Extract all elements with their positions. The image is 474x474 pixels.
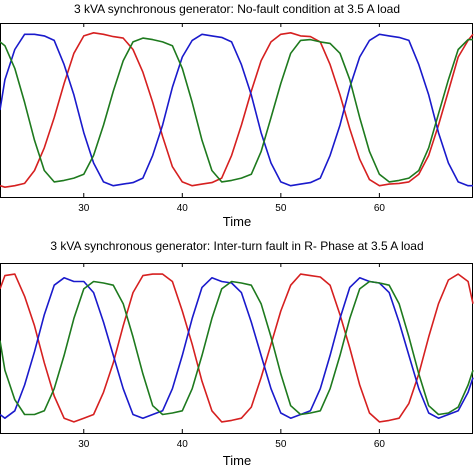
series-line-3 (0, 280, 474, 416)
plot-frame (0, 263, 473, 434)
x-tick-label: 50 (275, 203, 287, 214)
x-axis-label: Time (222, 214, 252, 229)
x-tick-label: 40 (177, 203, 189, 214)
x-tick-label: 40 (177, 439, 189, 450)
x-tick-label: 60 (374, 203, 386, 214)
bottom-chart-panel: 3 kVA synchronous generator: Inter-turn … (0, 237, 474, 474)
x-tick-label: 60 (374, 439, 386, 450)
chart-title: 3 kVA synchronous generator: No-fault co… (74, 2, 400, 16)
x-tick-label: 30 (78, 439, 90, 450)
bottom-plot: 30 40 50 60 (0, 263, 474, 450)
series-line-1 (0, 273, 474, 423)
series-line-2 (0, 33, 473, 187)
x-axis-label: Time (222, 453, 252, 468)
x-tick-label: 50 (275, 439, 287, 450)
chart-title: 3 kVA synchronous generator: Inter-turn … (50, 239, 424, 253)
series-line-2 (0, 276, 474, 419)
series-line-3 (0, 37, 473, 183)
plot-frame (0, 23, 473, 198)
top-chart-panel: 3 kVA synchronous generator: No-fault co… (0, 2, 474, 229)
x-tick-label: 30 (78, 203, 90, 214)
series-line-1 (0, 31, 474, 188)
top-plot: 30 40 50 60 (0, 23, 474, 214)
